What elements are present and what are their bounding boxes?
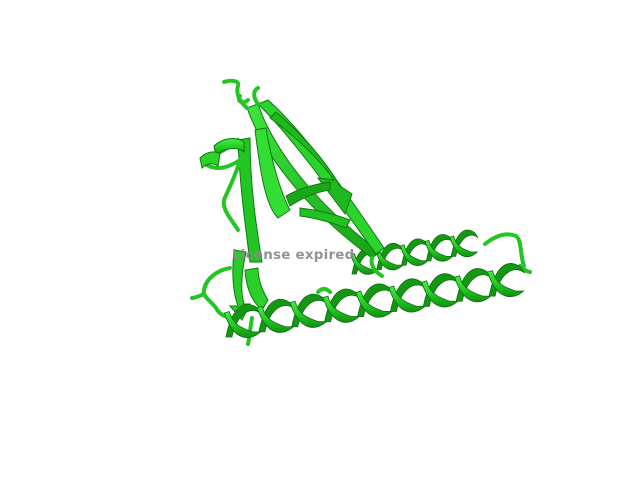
loop bbox=[316, 287, 332, 294]
beta-strand bbox=[244, 267, 269, 311]
beta-strand bbox=[285, 181, 331, 207]
helix-turn-front bbox=[454, 275, 492, 303]
beta-strand bbox=[254, 127, 291, 219]
loop bbox=[190, 292, 206, 300]
license-watermark: License expired bbox=[232, 247, 355, 263]
loop bbox=[252, 86, 260, 106]
loop bbox=[221, 158, 242, 232]
helix-turn-front bbox=[289, 300, 328, 328]
left-helix-turn bbox=[199, 138, 245, 170]
helix-turn-front bbox=[399, 244, 429, 266]
helix-turn-front bbox=[256, 305, 295, 333]
loop bbox=[237, 94, 250, 105]
helix-turn-front bbox=[486, 270, 525, 298]
lower-helix bbox=[223, 263, 525, 338]
beta-strand bbox=[269, 111, 353, 216]
helix-turn-front bbox=[322, 295, 361, 323]
loop bbox=[518, 264, 532, 274]
helix-turn-front bbox=[421, 280, 459, 308]
helix-turn-front bbox=[223, 310, 262, 338]
helix-turn-front bbox=[388, 285, 427, 313]
beta-sheet bbox=[228, 99, 385, 321]
loop bbox=[483, 232, 526, 268]
loop bbox=[369, 256, 384, 278]
helix-turn-front bbox=[355, 290, 394, 318]
helix-turn-front bbox=[350, 253, 380, 275]
beta-strand bbox=[299, 207, 351, 229]
helix-turn-front bbox=[424, 239, 454, 262]
beta-strand bbox=[237, 137, 263, 263]
loop bbox=[201, 266, 238, 320]
helix-turn-front bbox=[449, 235, 479, 258]
beta-strand bbox=[257, 99, 385, 255]
